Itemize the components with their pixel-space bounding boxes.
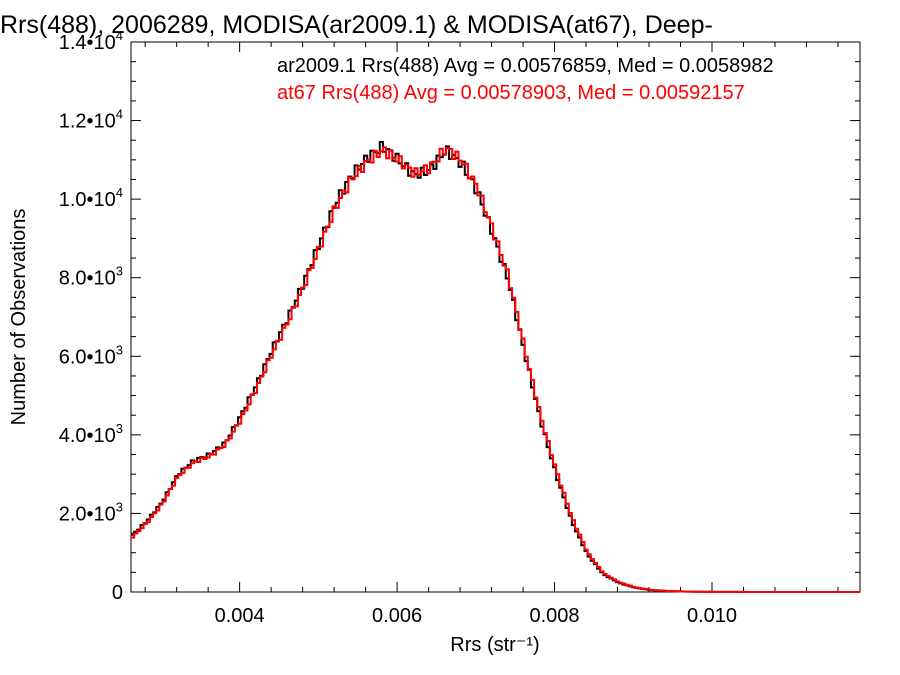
series-line-ar2009-1 bbox=[131, 140, 860, 593]
y-tick-label: 1.2•104 bbox=[59, 107, 123, 133]
plot-frame bbox=[130, 41, 861, 593]
x-tick-label: 0.004 bbox=[215, 605, 265, 627]
y-tick-label: 2.0•103 bbox=[59, 499, 123, 525]
legend-entry-ar2009: ar2009.1 Rrs(488) Avg = 0.00576859, Med … bbox=[277, 55, 774, 77]
x-axis: 0.004 0.006 0.008 0.010 bbox=[144, 42, 839, 627]
y-tick-label: 1.4•104 bbox=[59, 28, 123, 54]
y-axis: 0 2.0•103 4.0•103 6.0•103 8.0•103 1.0•104 1.2•… bbox=[59, 28, 860, 604]
y-tick-label: 8.0•103 bbox=[59, 264, 123, 290]
x-tick-label: 0.010 bbox=[687, 605, 737, 627]
y-tick-label: 1.0•104 bbox=[59, 185, 123, 211]
series-layer bbox=[131, 140, 860, 593]
y-tick-label: 6.0•103 bbox=[59, 342, 123, 368]
legend-entry-at67: at67 Rrs(488) Avg = 0.00578903, Med = 0.… bbox=[277, 82, 745, 104]
x-tick-label: 0.008 bbox=[530, 605, 580, 627]
y-tick-label: 4.0•103 bbox=[59, 421, 123, 447]
y-axis-label: Number of Observations bbox=[8, 209, 30, 426]
x-tick-label: 0.006 bbox=[372, 605, 422, 627]
chart-title: Rrs(488), 2006289, MODISA(ar2009.1) & MO… bbox=[0, 11, 713, 39]
y-tick-label: 0 bbox=[112, 582, 123, 604]
series-line-at67 bbox=[131, 146, 860, 593]
x-axis-label: Rrs (str⁻¹) bbox=[450, 634, 539, 656]
